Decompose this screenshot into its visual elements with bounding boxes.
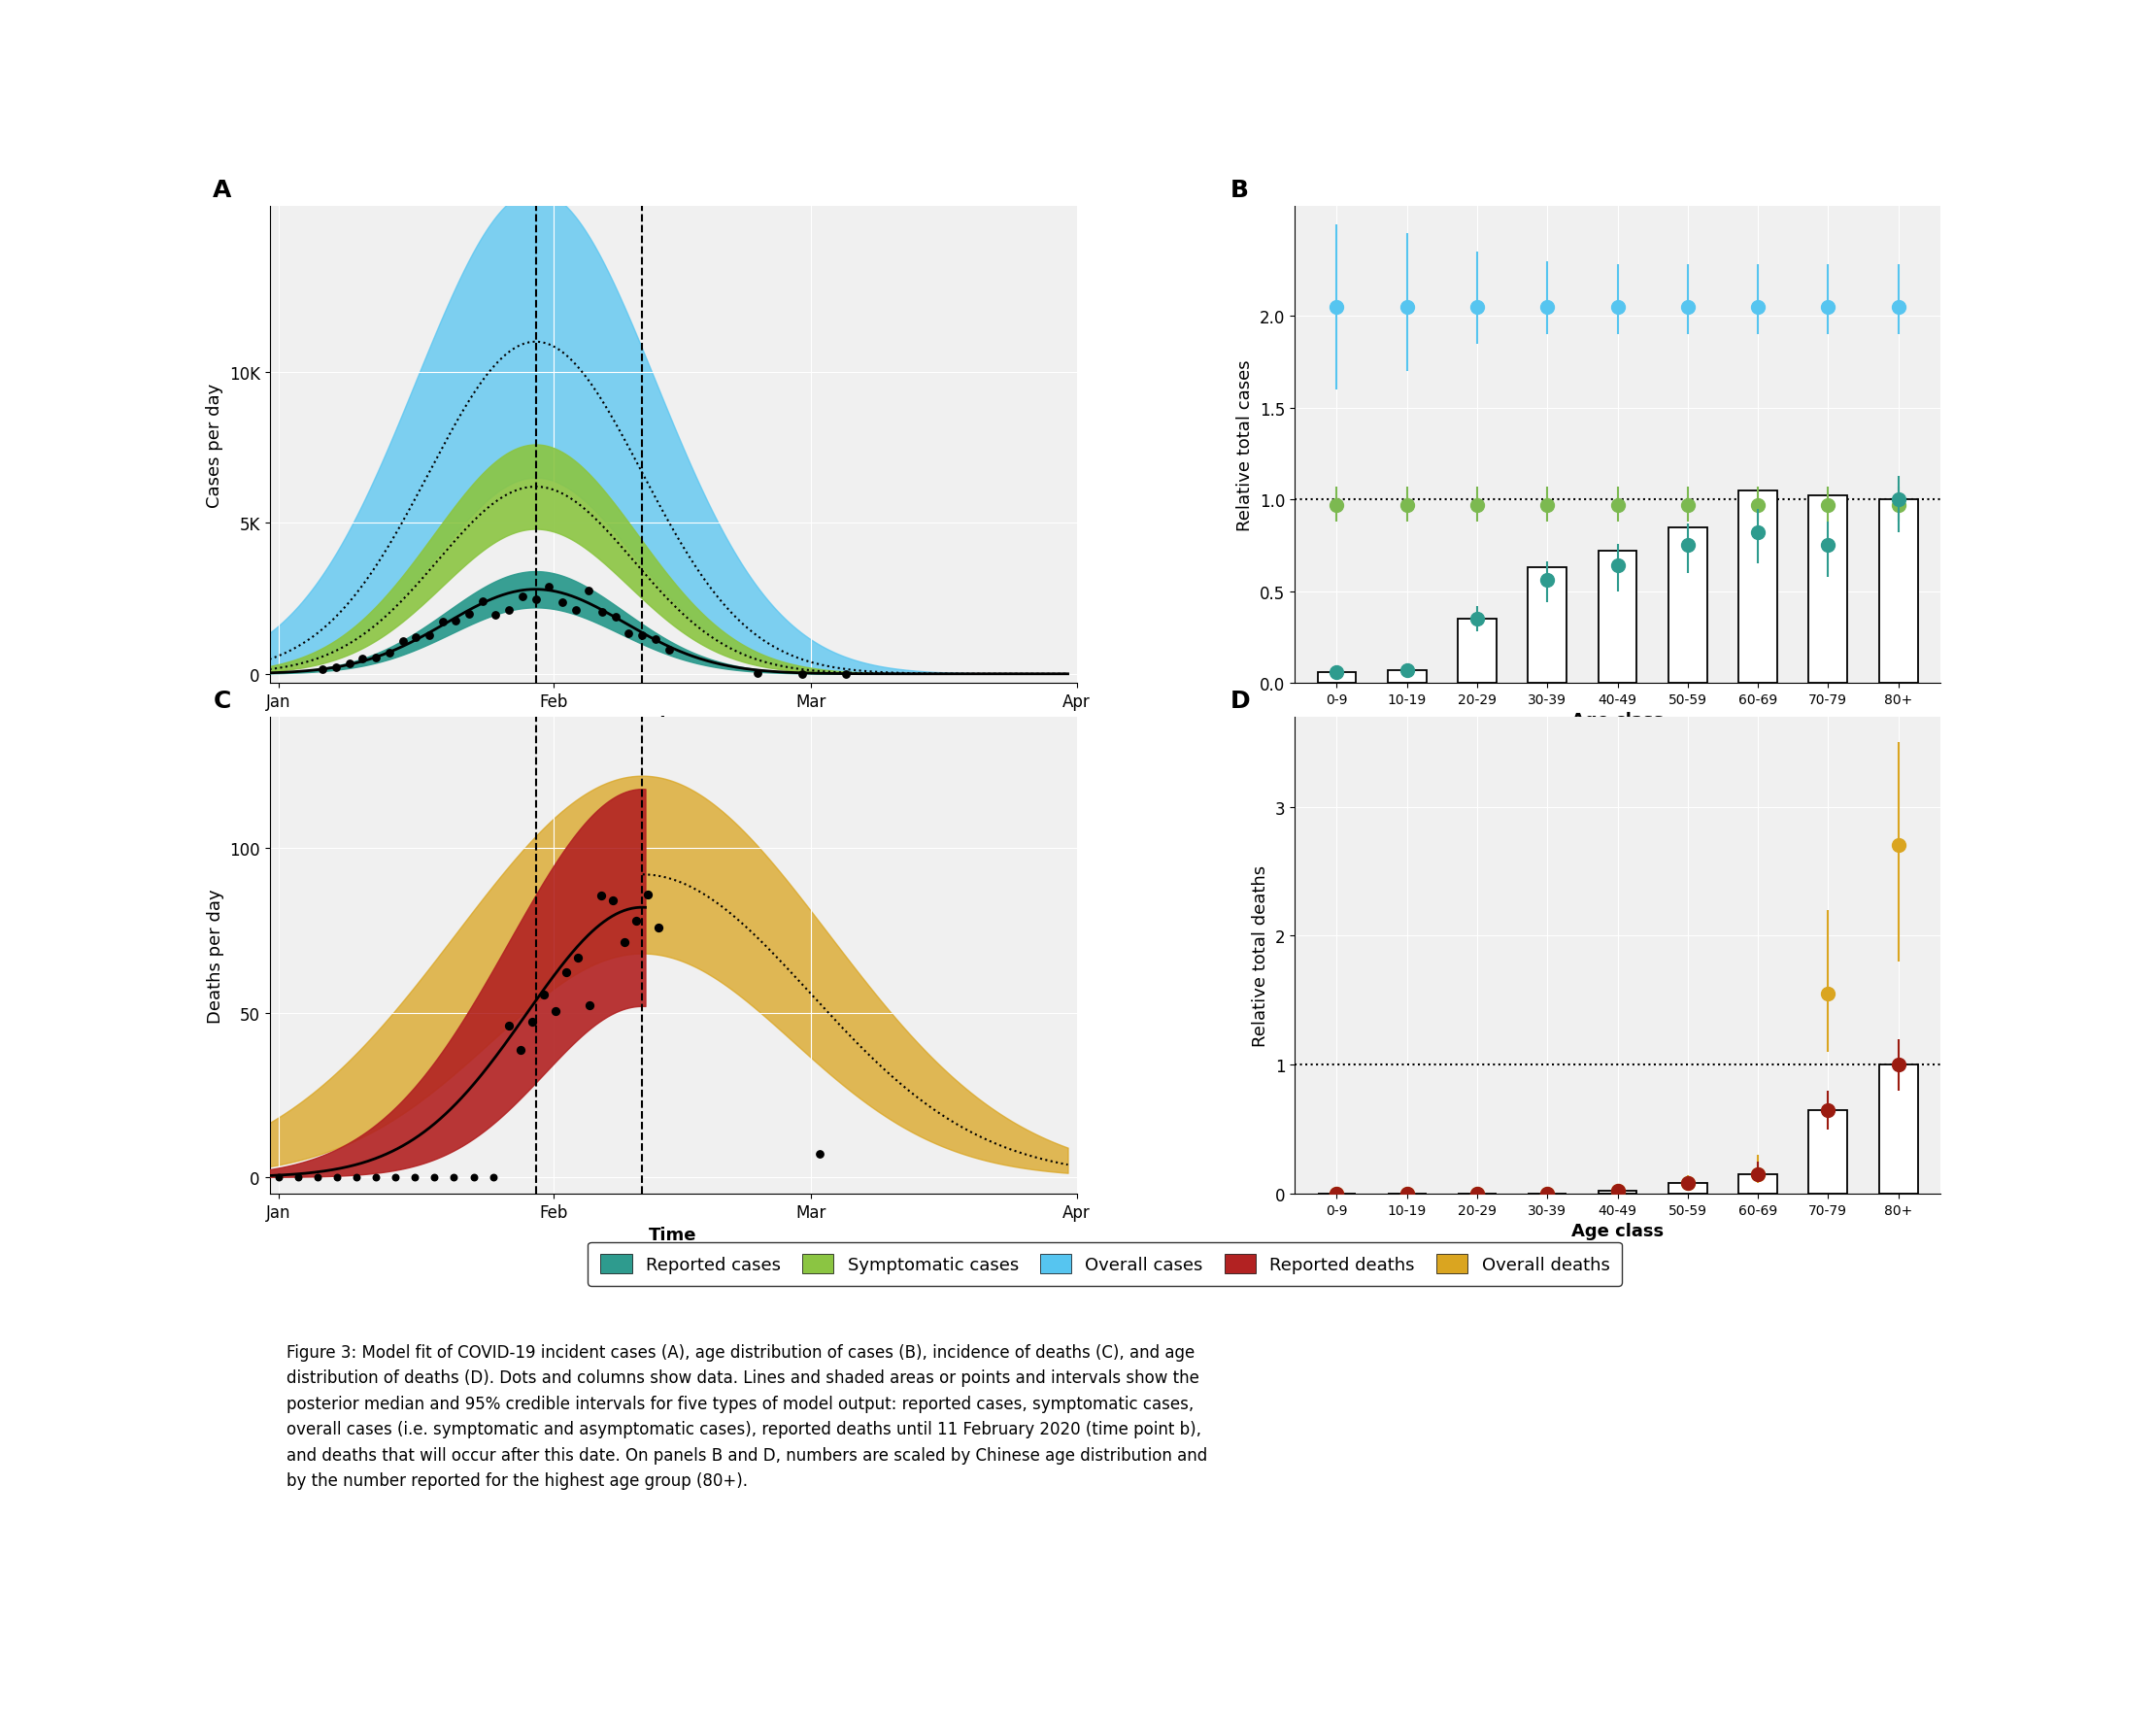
- Point: [502, 1037, 537, 1064]
- Point: [377, 1164, 412, 1192]
- Point: [584, 882, 619, 909]
- Point: [438, 1164, 472, 1192]
- Text: A: A: [213, 179, 233, 201]
- Y-axis label: Cases per day: Cases per day: [207, 382, 224, 508]
- Bar: [1738, 491, 1777, 684]
- Point: [625, 622, 660, 649]
- Bar: [1809, 1111, 1848, 1193]
- Bar: [1669, 527, 1708, 684]
- X-axis label: Time: Time: [649, 1226, 696, 1243]
- Bar: [1317, 673, 1356, 684]
- Text: D: D: [1231, 689, 1250, 713]
- Point: [280, 1164, 315, 1192]
- Y-axis label: Relative total deaths: Relative total deaths: [1253, 864, 1270, 1047]
- Bar: [1598, 551, 1636, 684]
- Point: [802, 1140, 837, 1168]
- X-axis label: Time: Time: [649, 716, 696, 734]
- Bar: [1457, 620, 1496, 684]
- Point: [332, 651, 367, 678]
- Point: [386, 629, 420, 656]
- Bar: [1738, 1174, 1777, 1193]
- Point: [595, 887, 630, 914]
- Point: [526, 982, 561, 1009]
- Point: [545, 589, 580, 616]
- Y-axis label: Relative total cases: Relative total cases: [1238, 360, 1255, 530]
- Point: [740, 660, 774, 687]
- Point: [399, 623, 433, 651]
- Bar: [1388, 670, 1427, 684]
- Point: [537, 997, 571, 1025]
- Y-axis label: Deaths per day: Deaths per day: [207, 889, 224, 1023]
- Point: [358, 644, 392, 672]
- Text: Figure 3: Model fit of COVID-19 incident cases (A), age distribution of cases (B: Figure 3: Model fit of COVID-19 incident…: [287, 1343, 1207, 1490]
- Point: [397, 1164, 431, 1192]
- Point: [457, 1164, 492, 1192]
- Point: [358, 1164, 392, 1192]
- Point: [561, 944, 595, 971]
- Point: [319, 1164, 354, 1192]
- Point: [533, 573, 567, 601]
- Point: [319, 654, 354, 682]
- Point: [630, 882, 664, 909]
- Bar: [1598, 1192, 1636, 1193]
- Point: [619, 907, 653, 935]
- Bar: [1809, 496, 1848, 684]
- X-axis label: Age class: Age class: [1572, 711, 1664, 730]
- Point: [571, 577, 606, 604]
- Point: [638, 627, 673, 654]
- Bar: [1880, 1064, 1917, 1193]
- Point: [584, 599, 619, 627]
- Point: [597, 604, 632, 632]
- Point: [651, 637, 686, 665]
- Point: [412, 622, 446, 649]
- Point: [261, 1164, 295, 1192]
- Point: [550, 959, 584, 987]
- Point: [642, 914, 677, 942]
- Point: [828, 661, 862, 689]
- Text: C: C: [213, 689, 231, 713]
- Point: [438, 608, 472, 635]
- Point: [608, 928, 642, 956]
- Point: [476, 1164, 511, 1192]
- Point: [612, 620, 647, 647]
- Point: [306, 656, 341, 684]
- Point: [373, 639, 407, 666]
- Bar: [1529, 568, 1567, 684]
- Bar: [1880, 499, 1917, 684]
- Point: [517, 587, 552, 615]
- Text: B: B: [1231, 179, 1248, 201]
- Point: [466, 587, 500, 615]
- Point: [492, 596, 526, 623]
- Legend: Reported cases, Symptomatic cases, Overall cases, Reported deaths, Overall death: Reported cases, Symptomatic cases, Overa…: [589, 1242, 1621, 1286]
- Point: [338, 1164, 373, 1192]
- Point: [300, 1164, 334, 1192]
- Point: [558, 598, 593, 625]
- Bar: [1669, 1183, 1708, 1193]
- Point: [425, 610, 459, 637]
- Point: [505, 582, 539, 610]
- Point: [453, 601, 487, 629]
- Point: [492, 1013, 526, 1040]
- Point: [479, 601, 513, 629]
- Point: [418, 1164, 453, 1192]
- Point: [573, 992, 608, 1019]
- X-axis label: Age class: Age class: [1572, 1223, 1664, 1240]
- Point: [515, 1009, 550, 1037]
- Point: [345, 646, 379, 673]
- Point: [785, 661, 819, 689]
